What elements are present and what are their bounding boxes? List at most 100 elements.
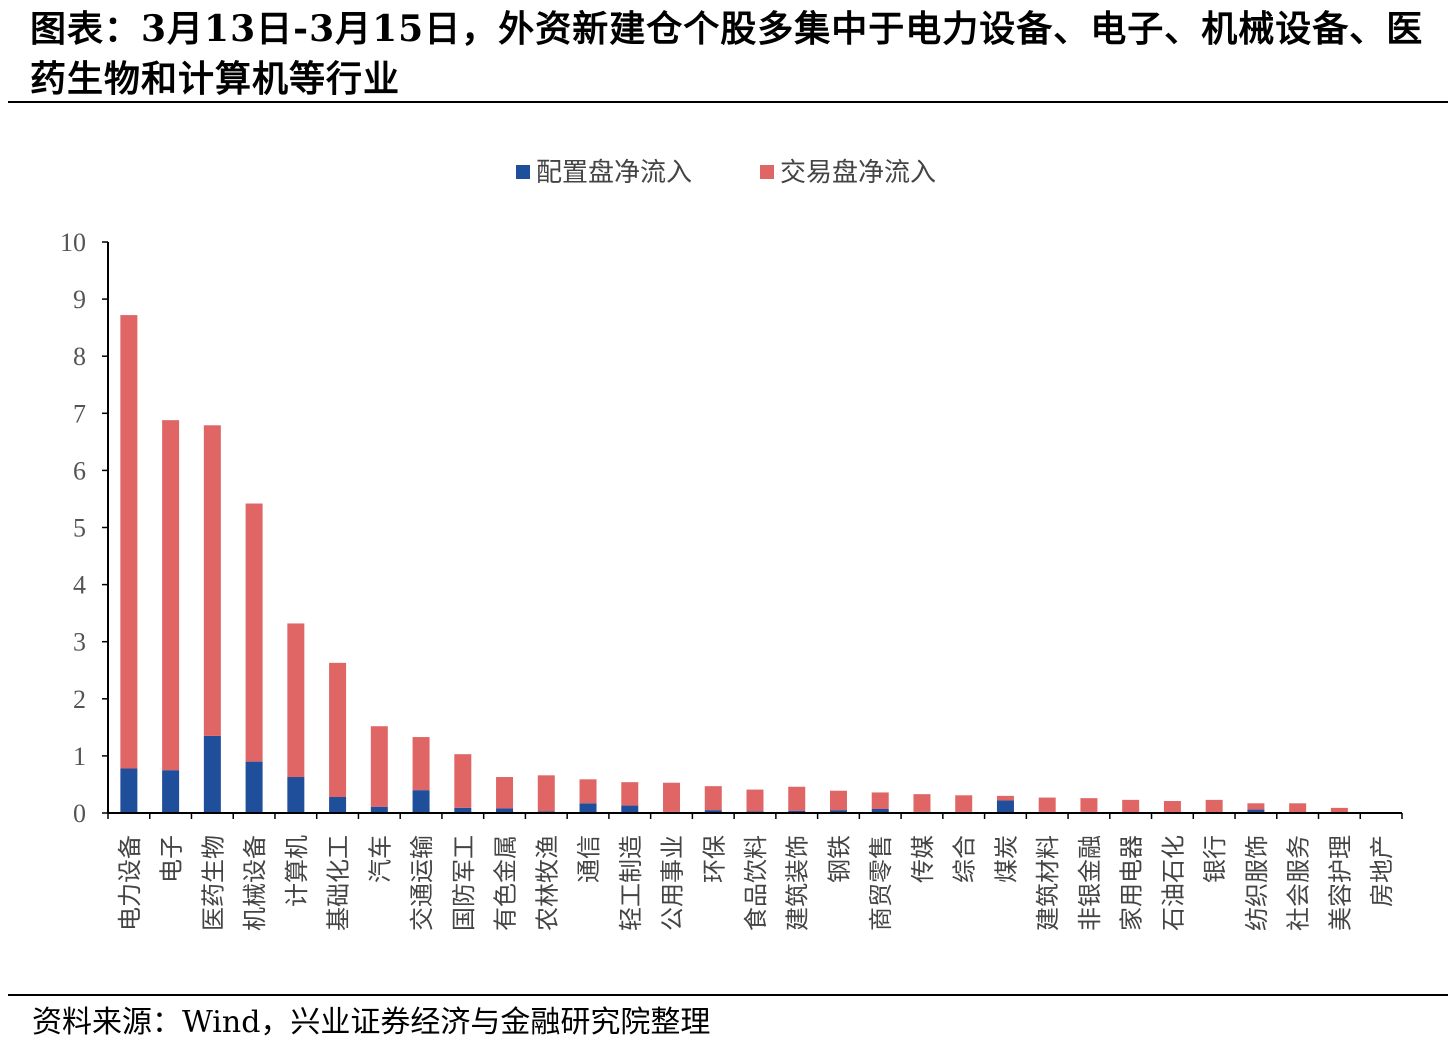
- bar-segment-trading: [496, 777, 514, 809]
- x-tick-label: 环保: [700, 835, 728, 883]
- y-tick-label: 5: [73, 514, 86, 543]
- bar-segment-trading: [287, 623, 305, 778]
- x-tick-label: 国防军工: [450, 835, 478, 931]
- bar-segment-trading: [663, 782, 681, 812]
- bar-segment-trading: [245, 503, 263, 762]
- bar-segment-trading: [829, 790, 847, 811]
- bar-segment-allocation: [496, 808, 514, 813]
- bar-segment-trading: [955, 795, 973, 812]
- y-tick-label: 9: [73, 285, 86, 314]
- x-tick-label: 房地产: [1368, 835, 1396, 907]
- x-tick-label: 农林牧渔: [533, 835, 561, 931]
- bar-segment-allocation: [203, 735, 221, 813]
- x-tick-label: 电力设备: [116, 835, 144, 931]
- bar-segment-trading: [537, 775, 555, 812]
- x-tick-label: 煤炭: [992, 835, 1020, 883]
- y-tick-label: 6: [73, 456, 86, 485]
- bar-segment-allocation: [287, 777, 305, 813]
- legend-swatch: [516, 165, 530, 179]
- x-tick-label: 机械设备: [241, 835, 269, 931]
- x-tick-label: 银行: [1201, 835, 1229, 883]
- stacked-bar-chart: 配置盘净流入 交易盘净流入 0 1 2 3 4 5 6 7 8 9 10 电力设备 电子 医药生物 机械设备…: [60, 158, 1403, 931]
- legend-label: 交易盘净流入: [780, 158, 936, 188]
- x-tick-label: 传媒: [909, 835, 937, 883]
- x-tick-label: 通信: [575, 835, 603, 883]
- title-divider: [8, 101, 1448, 103]
- bar-segment-trading: [621, 782, 639, 806]
- bar-segment-trading: [120, 315, 138, 769]
- x-tick-label: 公用事业: [659, 835, 687, 931]
- bar-segment-trading: [454, 754, 472, 808]
- bar-segment-trading: [203, 425, 221, 736]
- y-tick-label: 2: [73, 685, 86, 714]
- x-tick-label: 社会服务: [1285, 835, 1313, 931]
- bar-segment-allocation: [454, 807, 472, 813]
- bar-segment-allocation: [1247, 809, 1265, 813]
- bar-segment-trading: [579, 779, 597, 804]
- bar-segment-trading: [1205, 799, 1223, 813]
- bar-segment-allocation: [704, 810, 722, 813]
- bar-segment-allocation: [370, 806, 388, 813]
- bar-segment-allocation: [871, 809, 889, 813]
- bar-segment-trading: [370, 726, 388, 807]
- bar-segment-trading: [1038, 797, 1056, 812]
- bar-segment-allocation: [329, 797, 347, 813]
- x-tick-label: 纺织服饰: [1243, 835, 1271, 931]
- bar-segment-trading: [996, 795, 1014, 801]
- bar-segment-trading: [1163, 801, 1181, 813]
- x-tick-label: 商贸零售: [867, 835, 895, 931]
- x-tick-label: 交通运输: [408, 835, 436, 931]
- x-tick-label: 钢铁: [825, 835, 853, 883]
- x-tick-label: 食品饮料: [742, 835, 770, 931]
- x-axis: 电力设备 电子 医药生物 机械设备 计算机 基础化工 汽车 交通运输 国防军工 有色金属 农林牧渔通…: [107, 812, 1403, 931]
- x-tick-label: 基础化工: [325, 835, 353, 931]
- x-tick-label: 非银金融: [1076, 835, 1104, 931]
- x-tick-label: 建筑材料: [1034, 835, 1062, 931]
- bar-segment-trading: [1330, 807, 1348, 813]
- legend-label: 配置盘净流入: [536, 158, 692, 188]
- y-tick-label: 7: [73, 399, 86, 428]
- bar-segment-allocation: [829, 810, 847, 813]
- bar-segment-trading: [162, 420, 180, 771]
- y-tick-label: 3: [73, 628, 86, 657]
- bar-segment-trading: [788, 786, 806, 811]
- bar-segment-trading: [1122, 799, 1140, 813]
- bar-segment-allocation: [788, 810, 806, 813]
- x-tick-label: 计算机: [283, 835, 311, 907]
- x-tick-label: 有色金属: [492, 835, 520, 931]
- x-tick-label: 建筑装饰: [784, 835, 812, 931]
- y-tick-label: 10: [60, 228, 86, 257]
- bar-segment-allocation: [120, 768, 138, 813]
- y-axis: 0 1 2 3 4 5 6 7 8 9 10: [60, 228, 109, 828]
- x-tick-label: 石油石化: [1159, 835, 1187, 931]
- y-tick-label: 0: [73, 799, 86, 828]
- bar-segment-trading: [412, 737, 430, 791]
- x-tick-label: 医药生物: [199, 835, 227, 931]
- y-tick-label: 4: [73, 571, 86, 600]
- bars: [120, 315, 1348, 813]
- bar-segment-allocation: [621, 805, 639, 813]
- bar-segment-trading: [746, 789, 764, 812]
- bar-segment-trading: [1247, 803, 1265, 810]
- x-tick-label: 美容护理: [1326, 835, 1354, 931]
- bar-segment-allocation: [162, 770, 180, 813]
- x-tick-label: 汽车: [366, 835, 394, 883]
- bar-segment-trading: [913, 794, 931, 812]
- bar-segment-trading: [1080, 798, 1098, 812]
- bar-segment-trading: [871, 792, 889, 810]
- bar-segment-allocation: [412, 790, 430, 813]
- chart-title: 图表：3月13日-3月15日，外资新建仓个股多集中于电力设备、电子、机械设备、医…: [30, 8, 1424, 100]
- x-tick-label: 综合: [951, 835, 979, 883]
- x-tick-label: 轻工制造: [617, 835, 645, 931]
- x-tick-label: 电子: [158, 835, 186, 883]
- y-tick-label: 1: [73, 742, 86, 771]
- legend: 配置盘净流入 交易盘净流入: [516, 158, 936, 188]
- bar-segment-trading: [704, 786, 722, 811]
- source-note: 资料来源：Wind，兴业证券经济与金融研究院整理: [32, 1005, 711, 1040]
- bar-segment-allocation: [245, 761, 263, 813]
- source-divider: [8, 994, 1448, 996]
- bar-segment-allocation: [579, 803, 597, 813]
- y-tick-label: 8: [73, 342, 86, 371]
- bar-segment-trading: [329, 662, 347, 798]
- x-tick-label: 家用电器: [1118, 835, 1146, 931]
